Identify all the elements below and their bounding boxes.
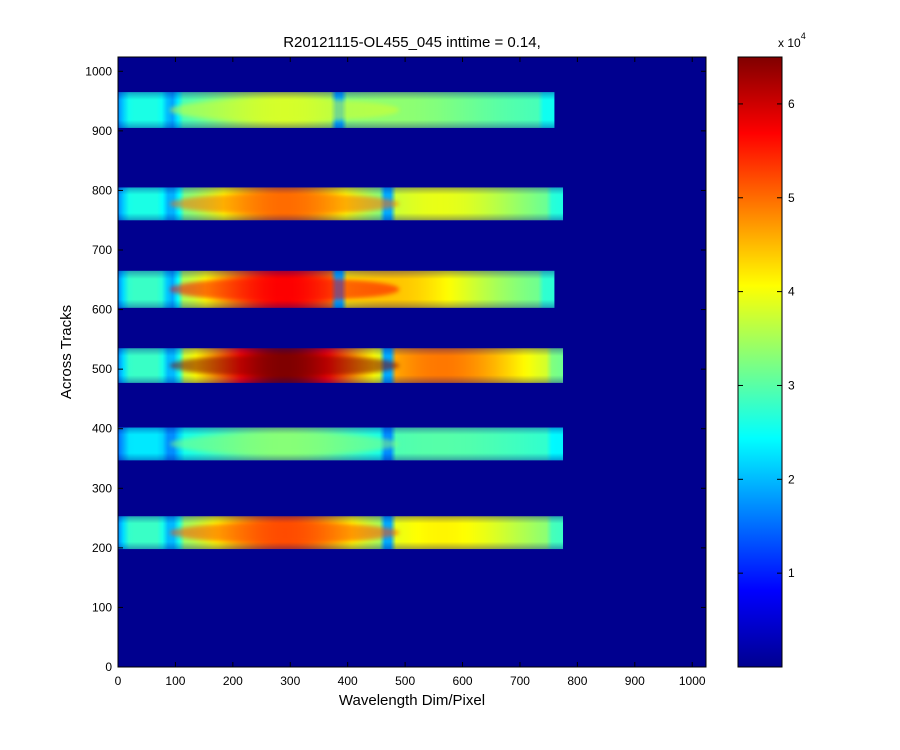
band-peak-core [169,98,400,122]
y-tick-label: 600 [92,303,112,317]
colorbar-tick-label: 1 [788,566,795,580]
y-tick-label: 1000 [85,64,112,78]
x-tick-label: 200 [223,674,243,688]
y-axis-label: Across Tracks [58,305,75,399]
x-tick-label: 100 [165,674,185,688]
spectral-band [118,92,555,128]
x-tick-label: 400 [338,674,358,688]
plot-frame [117,56,707,668]
plot-area [117,56,707,668]
colorbar-tick-label: 6 [788,97,795,111]
spectral-band [118,270,555,308]
colorbar-gradient [737,56,783,668]
y-tick-label: 500 [92,362,112,376]
y-tick-label: 300 [92,481,112,495]
colorbar-tick-label: 4 [788,285,795,299]
x-tick-label: 800 [567,674,587,688]
spectral-band [118,427,564,461]
colorbar-tick-label: 2 [788,472,795,486]
y-tick-label: 700 [92,243,112,257]
colorbar-exponent-base: x 10 [778,36,801,50]
band-peak-core [169,522,400,544]
y-axis: 0 100 200 300 400 500 600 700 800 900 1000 [85,64,706,674]
y-tick-label: 100 [92,600,112,614]
x-tick-label: 300 [280,674,300,688]
x-tick-label: 500 [395,674,415,688]
x-tick-label: 1000 [679,674,706,688]
x-tick-label: 900 [625,674,645,688]
x-tick-label: 600 [453,674,473,688]
y-tick-label: 400 [92,422,112,436]
chart-title: R20121115-OL455_045 inttime = 0.14, [283,34,541,51]
x-tick-label: 0 [115,674,122,688]
y-tick-label: 900 [92,124,112,138]
x-axis: 0 100 200 300 400 500 600 700 800 900 1000 [115,57,706,688]
x-axis-label: Wavelength Dim/Pixel [339,692,485,709]
x-tick-label: 700 [510,674,530,688]
band-peak-core [169,277,400,302]
colorbar-tick-label: 3 [788,378,795,392]
band-peak-core [169,433,400,455]
band-peak-core [169,354,400,377]
spectral-band [118,516,564,550]
band-peak-core [169,193,400,215]
colorbar-ticks: 1 2 3 4 5 6 [738,97,795,580]
spectral-band [118,187,564,221]
spectral-band [118,348,564,383]
bands-layer [118,92,564,550]
y-tick-label: 800 [92,183,112,197]
y-tick-label: 200 [92,541,112,555]
colorbar-exponent: x 104 [778,31,806,50]
y-tick-label: 0 [105,660,112,674]
colorbar-exponent-power: 4 [801,31,806,41]
colorbar-tick-label: 5 [788,191,795,205]
